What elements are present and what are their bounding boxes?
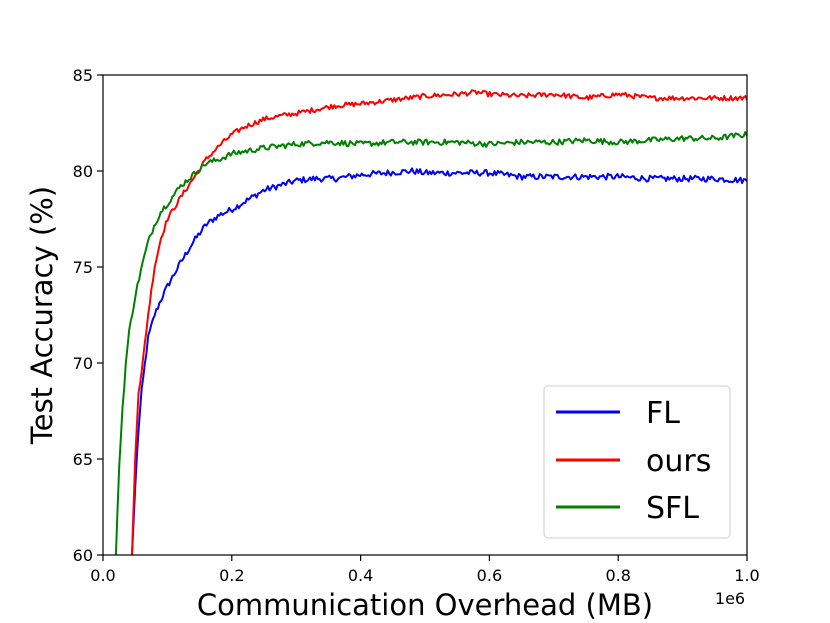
x-tick-label: 0.4 — [348, 566, 373, 585]
series-line-sfl — [114, 131, 747, 555]
y-tick-label: 65 — [73, 450, 93, 469]
y-tick-label: 85 — [73, 66, 93, 85]
x-tick-label: 0.8 — [605, 566, 630, 585]
y-tick-label: 80 — [73, 162, 93, 181]
series-layer — [114, 89, 747, 555]
legend-box — [543, 385, 731, 539]
series-line-ours — [131, 89, 747, 555]
x-tick-label: 1.0 — [734, 566, 759, 585]
x-tick-label: 0.2 — [219, 566, 244, 585]
y-tick-label: 60 — [73, 546, 93, 565]
y-axis-title: Test Accuracy (%) — [25, 186, 59, 445]
x-tick-label: 0.0 — [90, 566, 115, 585]
y-axis: 60 65 70 75 80 85 — [73, 66, 103, 565]
legend: FL ours SFL — [543, 385, 731, 539]
x-axis-offset-label: 1e6 — [715, 589, 745, 608]
y-tick-label: 75 — [73, 258, 93, 277]
y-tick-label: 70 — [73, 354, 93, 373]
x-axis-title: Communication Overhead (MB) — [197, 588, 653, 622]
series-line-fl — [131, 167, 747, 555]
legend-label-fl: FL — [646, 396, 680, 431]
plot-frame — [102, 74, 748, 556]
x-tick-label: 0.6 — [477, 566, 502, 585]
x-axis: 0.0 0.2 0.4 0.6 0.8 1.0 — [90, 555, 760, 585]
legend-label-sfl: SFL — [646, 491, 699, 526]
legend-label-ours: ours — [646, 444, 711, 479]
